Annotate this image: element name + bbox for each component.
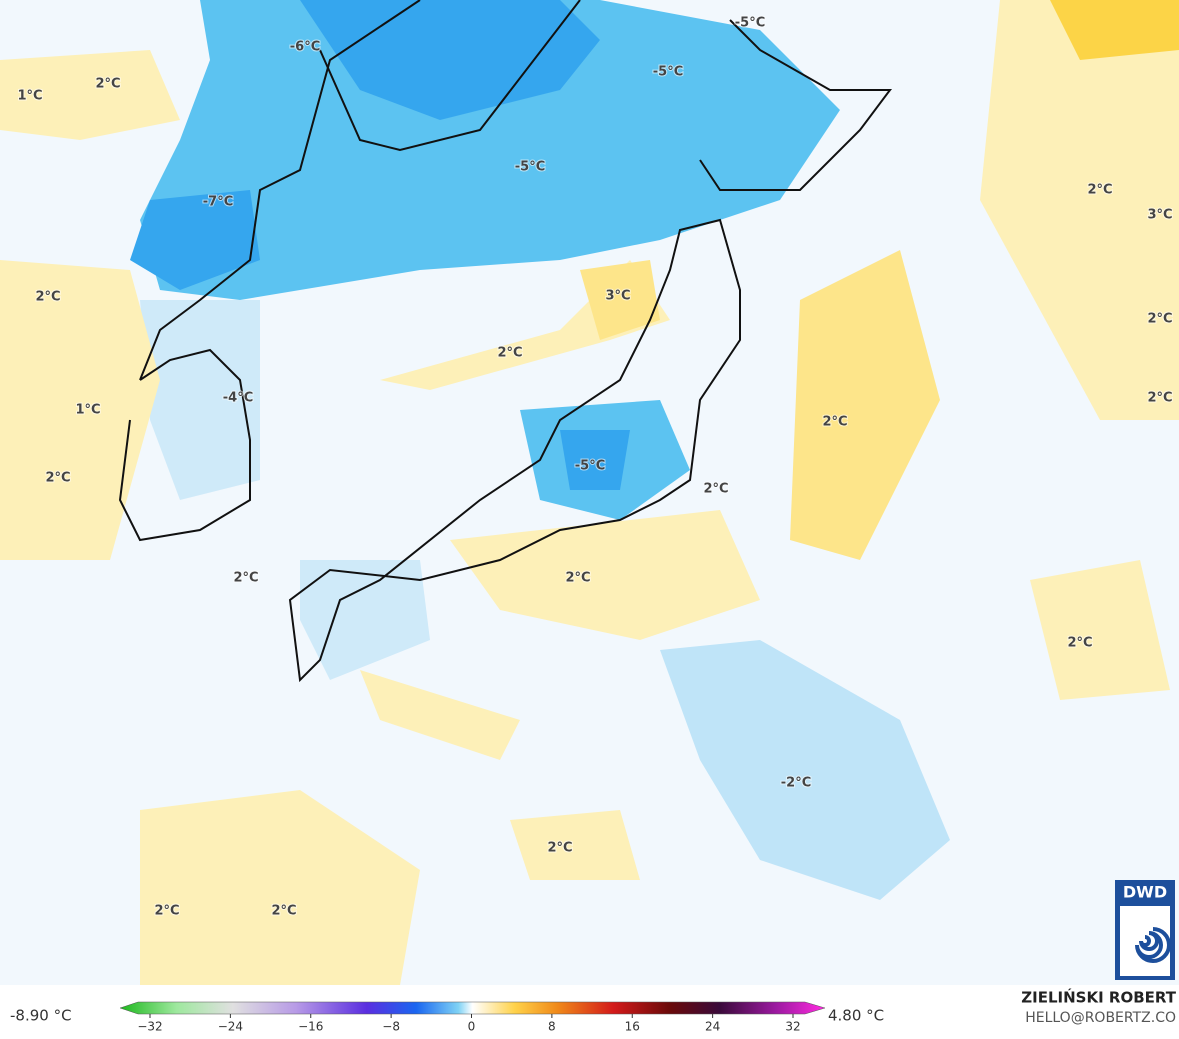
temperature-label: 1°C <box>75 403 100 418</box>
temperature-label: -5°C <box>515 160 545 175</box>
temperature-labels: 1°C 2°C -6°C -5°C -5°C -5°C -7°C 2°C 3°C 2°C 3°C 2°… <box>16 15 1173 920</box>
temperature-label: 3°C <box>605 289 630 304</box>
colorbar-tick-label: 8 <box>548 1020 556 1034</box>
colorbar <box>119 1001 826 1015</box>
temperature-label: -6°C <box>290 40 320 55</box>
credit-name: ZIELIŃSKI ROBERT <box>1021 988 1176 1007</box>
temperature-label: 2°C <box>497 346 522 361</box>
colorbar-tick-label: −24 <box>218 1020 243 1034</box>
credit-contact: HELLO@ROBERTZ.CO <box>1025 1010 1176 1026</box>
temperature-label: -7°C <box>203 195 233 210</box>
temperature-label: 2°C <box>95 77 120 92</box>
temperature-label: 3°C <box>1147 208 1172 223</box>
colorbar-tick-label: −16 <box>298 1020 323 1034</box>
min-label: -8.90 °C <box>10 1007 72 1025</box>
colorbar-tick-label: 0 <box>468 1020 476 1034</box>
temperature-label: -5°C <box>735 16 765 31</box>
temperature-label: 2°C <box>271 904 296 919</box>
temperature-label: 2°C <box>1147 391 1172 406</box>
logo: DWD <box>1115 880 1175 980</box>
temperature-label: -5°C <box>653 65 683 80</box>
temperature-label: 1°C <box>17 89 42 104</box>
temperature-label: 2°C <box>822 415 847 430</box>
colorbar-tick-label: 24 <box>705 1020 720 1034</box>
logo-text: DWD <box>1123 883 1167 902</box>
temperature-label: 2°C <box>35 290 60 305</box>
temperature-label: 2°C <box>1147 312 1172 327</box>
colorbar-tick-label: −32 <box>137 1020 162 1034</box>
max-label: 4.80 °C <box>828 1007 884 1025</box>
colorbar-tick-label: 32 <box>785 1020 800 1034</box>
temperature-label: 2°C <box>1067 636 1092 651</box>
footer: -8.90 °C 4.80 °C −32 −24 −16 −8 0 8 16 24 32 ZIE… <box>0 985 1179 1035</box>
colorbar-tick-label: −8 <box>382 1020 400 1034</box>
temperature-label: 2°C <box>703 482 728 497</box>
map <box>0 0 1179 985</box>
temperature-label: 2°C <box>1087 183 1112 198</box>
temperature-label: -2°C <box>781 776 811 791</box>
temperature-label: -4°C <box>223 391 253 406</box>
temperature-label: -5°C <box>575 459 605 474</box>
temperature-label: 2°C <box>45 471 70 486</box>
temperature-label: 2°C <box>565 571 590 586</box>
temperature-label: 2°C <box>233 571 258 586</box>
temperature-label: 2°C <box>547 841 572 856</box>
colorbar-ticks: −32 −24 −16 −8 0 8 16 24 32 <box>137 1014 801 1034</box>
colorbar-tick-label: 16 <box>625 1020 640 1034</box>
temperature-label: 2°C <box>154 904 179 919</box>
